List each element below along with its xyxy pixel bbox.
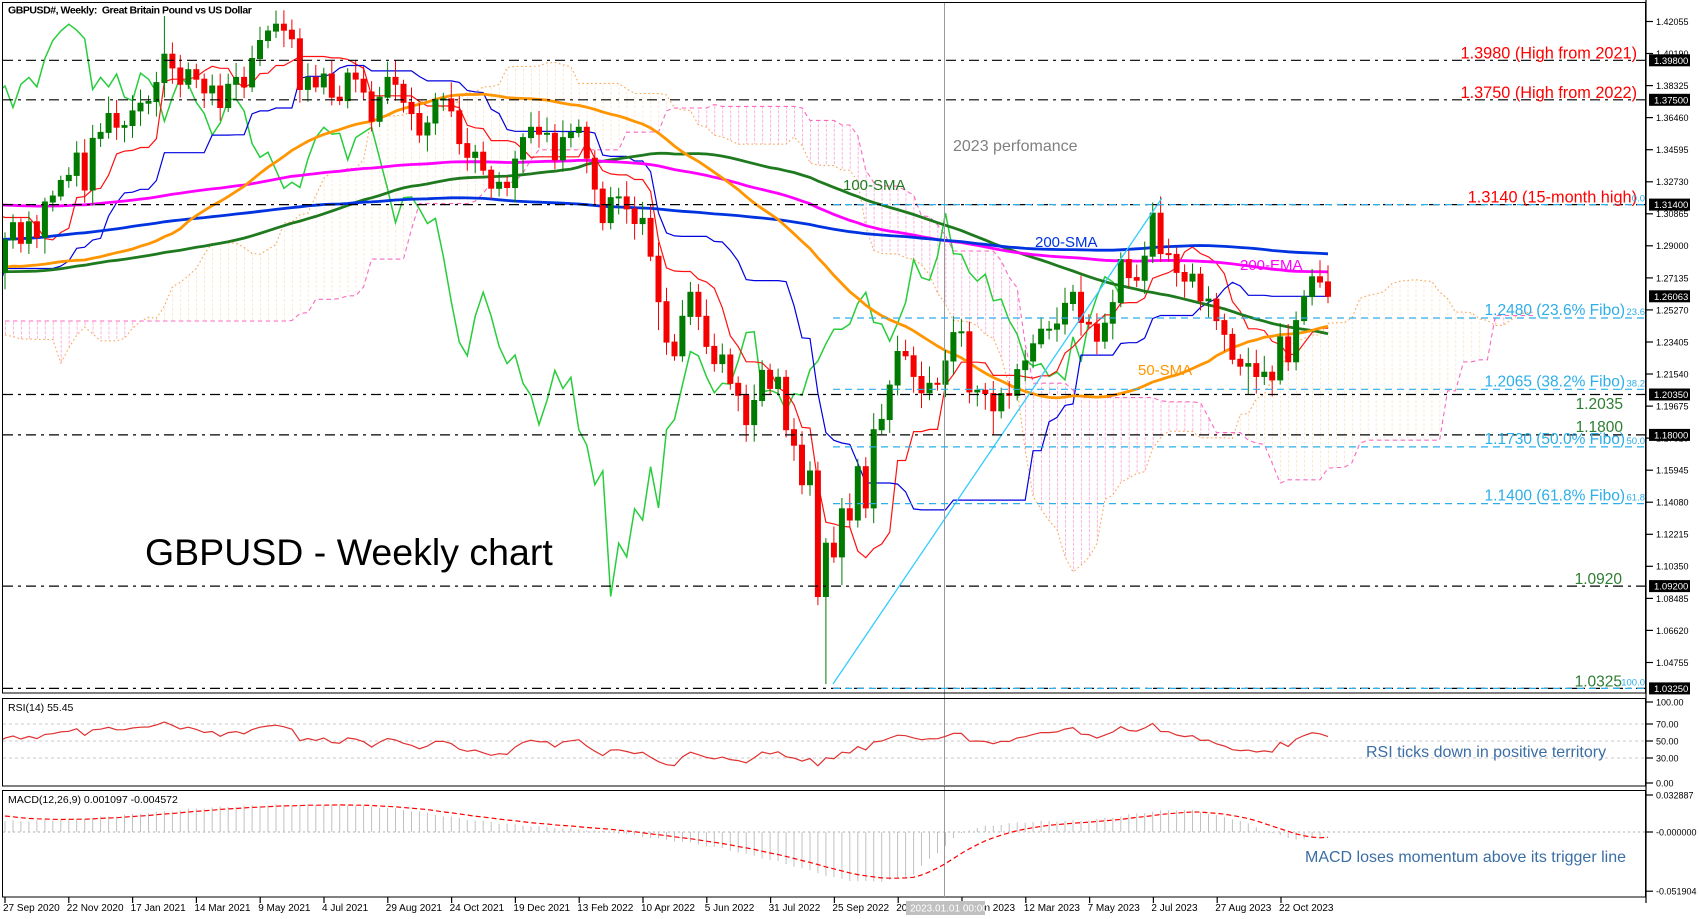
svg-text:1.06620: 1.06620 — [1656, 626, 1689, 636]
svg-text:1.18000: 1.18000 — [1654, 431, 1688, 442]
svg-text:12 Mar 2023: 12 Mar 2023 — [1024, 903, 1081, 914]
svg-text:1.30865: 1.30865 — [1656, 209, 1689, 219]
svg-text:1.0325: 1.0325 — [1575, 673, 1622, 690]
svg-text:1.08485: 1.08485 — [1656, 594, 1689, 604]
svg-text:29 Aug 2021: 29 Aug 2021 — [386, 903, 443, 914]
svg-text:1.39800: 1.39800 — [1654, 56, 1688, 67]
svg-text:1.19675: 1.19675 — [1656, 402, 1689, 412]
svg-text:22 Oct 2023: 22 Oct 2023 — [1279, 903, 1334, 914]
svg-text:100.00: 100.00 — [1656, 697, 1684, 707]
svg-text:61.8: 61.8 — [1627, 493, 1646, 504]
svg-text:9 May 2021: 9 May 2021 — [258, 903, 311, 914]
svg-text:70.00: 70.00 — [1656, 719, 1679, 729]
svg-text:1.1800: 1.1800 — [1576, 419, 1624, 436]
svg-text:23.6: 23.6 — [1627, 307, 1646, 318]
svg-text:1.2065 (38.2% Fibo): 1.2065 (38.2% Fibo) — [1485, 373, 1625, 390]
svg-text:1.3140 (15-month high): 1.3140 (15-month high) — [1468, 189, 1637, 207]
svg-text:1.20350: 1.20350 — [1654, 390, 1688, 401]
svg-text:1.25270: 1.25270 — [1656, 305, 1689, 315]
svg-text:1.1400 (61.8% Fibo): 1.1400 (61.8% Fibo) — [1485, 488, 1625, 505]
svg-text:1.2480 (23.6% Fibo): 1.2480 (23.6% Fibo) — [1485, 302, 1625, 319]
svg-text:50.0: 50.0 — [1627, 436, 1646, 447]
svg-text:1.38325: 1.38325 — [1656, 81, 1689, 91]
svg-text:50.00: 50.00 — [1656, 736, 1679, 746]
svg-text:0.0: 0.0 — [1632, 194, 1645, 205]
svg-text:MACD(12,26,9) 0.001097 -0.0045: MACD(12,26,9) 0.001097 -0.004572 — [8, 794, 178, 806]
svg-text:1.37500: 1.37500 — [1654, 95, 1688, 106]
svg-text:1.26063: 1.26063 — [1654, 292, 1688, 303]
svg-text:MACD loses momentum above its: MACD loses momentum above its trigger li… — [1305, 849, 1626, 866]
svg-text:1.31400: 1.31400 — [1654, 200, 1688, 211]
svg-text:1.29000: 1.29000 — [1656, 241, 1689, 251]
svg-text:1.12215: 1.12215 — [1656, 530, 1689, 540]
svg-text:2023.01.01 00:00: 2023.01.01 00:00 — [910, 904, 988, 915]
svg-text:38.2: 38.2 — [1627, 378, 1646, 389]
svg-text:100.0: 100.0 — [1621, 677, 1645, 688]
svg-text:27 Sep 2020: 27 Sep 2020 — [3, 903, 60, 914]
svg-text:2023 perfomance: 2023 perfomance — [953, 138, 1078, 155]
svg-text:GBPUSD#, Weekly: Great Britai: GBPUSD#, Weekly: Great Britain Pound vs … — [8, 5, 252, 17]
svg-text:0.00: 0.00 — [1656, 778, 1674, 788]
svg-text:1.0920: 1.0920 — [1575, 571, 1623, 588]
svg-text:24 Oct 2021: 24 Oct 2021 — [450, 903, 505, 914]
svg-text:100-SMA: 100-SMA — [843, 177, 906, 194]
svg-text:1.09200: 1.09200 — [1654, 582, 1688, 593]
svg-text:RSI ticks down in positive ter: RSI ticks down in positive territory — [1366, 744, 1606, 761]
svg-text:5 Jun 2022: 5 Jun 2022 — [705, 903, 755, 914]
svg-text:19 Dec 2021: 19 Dec 2021 — [513, 903, 570, 914]
svg-text:-0.051904: -0.051904 — [1656, 887, 1697, 897]
svg-text:14 Mar 2021: 14 Mar 2021 — [194, 903, 251, 914]
svg-text:7 May 2023: 7 May 2023 — [1088, 903, 1141, 914]
svg-text:0.032887: 0.032887 — [1656, 790, 1694, 800]
svg-text:1.23405: 1.23405 — [1656, 337, 1689, 347]
svg-text:200-EMA: 200-EMA — [1240, 257, 1303, 274]
svg-text:1.34595: 1.34595 — [1656, 145, 1689, 155]
svg-text:50-SMA: 50-SMA — [1138, 362, 1192, 379]
svg-text:1.10350: 1.10350 — [1656, 562, 1689, 572]
svg-text:17 Jan 2021: 17 Jan 2021 — [131, 903, 186, 914]
svg-text:15 Jan 2023: 15 Jan 2023 — [960, 903, 1015, 914]
svg-text:27 Aug 2023: 27 Aug 2023 — [1215, 903, 1272, 914]
svg-text:10 Apr 2022: 10 Apr 2022 — [641, 903, 695, 914]
svg-text:1.1730 (50.0% Fibo): 1.1730 (50.0% Fibo) — [1485, 431, 1625, 448]
svg-text:1.27135: 1.27135 — [1656, 273, 1689, 283]
svg-text:RSI(14) 55.45: RSI(14) 55.45 — [8, 702, 74, 714]
svg-text:31 Jul 2022: 31 Jul 2022 — [769, 903, 821, 914]
svg-text:1.21540: 1.21540 — [1656, 369, 1689, 379]
svg-text:30.00: 30.00 — [1656, 753, 1679, 763]
svg-text:1.40190: 1.40190 — [1656, 49, 1689, 59]
svg-text:25 Sep 2022: 25 Sep 2022 — [832, 903, 889, 914]
svg-text:4 Jul 2021: 4 Jul 2021 — [322, 903, 369, 914]
svg-text:200-SMA: 200-SMA — [1035, 234, 1098, 251]
svg-text:1.2035: 1.2035 — [1576, 396, 1623, 413]
svg-text:1.15945: 1.15945 — [1656, 466, 1689, 476]
svg-text:GBPUSD - Weekly chart: GBPUSD - Weekly chart — [145, 531, 553, 573]
svg-text:-0.000000: -0.000000 — [1656, 827, 1697, 837]
svg-text:1.3980 (High from 2021): 1.3980 (High from 2021) — [1461, 44, 1637, 62]
svg-text:1.3750 (High from 2022): 1.3750 (High from 2022) — [1461, 84, 1637, 102]
svg-text:1.04755: 1.04755 — [1656, 658, 1689, 668]
svg-text:2 Jul 2023: 2 Jul 2023 — [1151, 903, 1198, 914]
svg-text:1.42055: 1.42055 — [1656, 17, 1689, 27]
svg-text:1.03250: 1.03250 — [1654, 684, 1688, 695]
svg-text:13 Feb 2022: 13 Feb 2022 — [577, 903, 634, 914]
svg-text:22 Nov 2020: 22 Nov 2020 — [67, 903, 124, 914]
svg-text:1.36460: 1.36460 — [1656, 113, 1689, 123]
svg-text:1.14080: 1.14080 — [1656, 498, 1689, 508]
svg-text:1.32730: 1.32730 — [1656, 177, 1689, 187]
